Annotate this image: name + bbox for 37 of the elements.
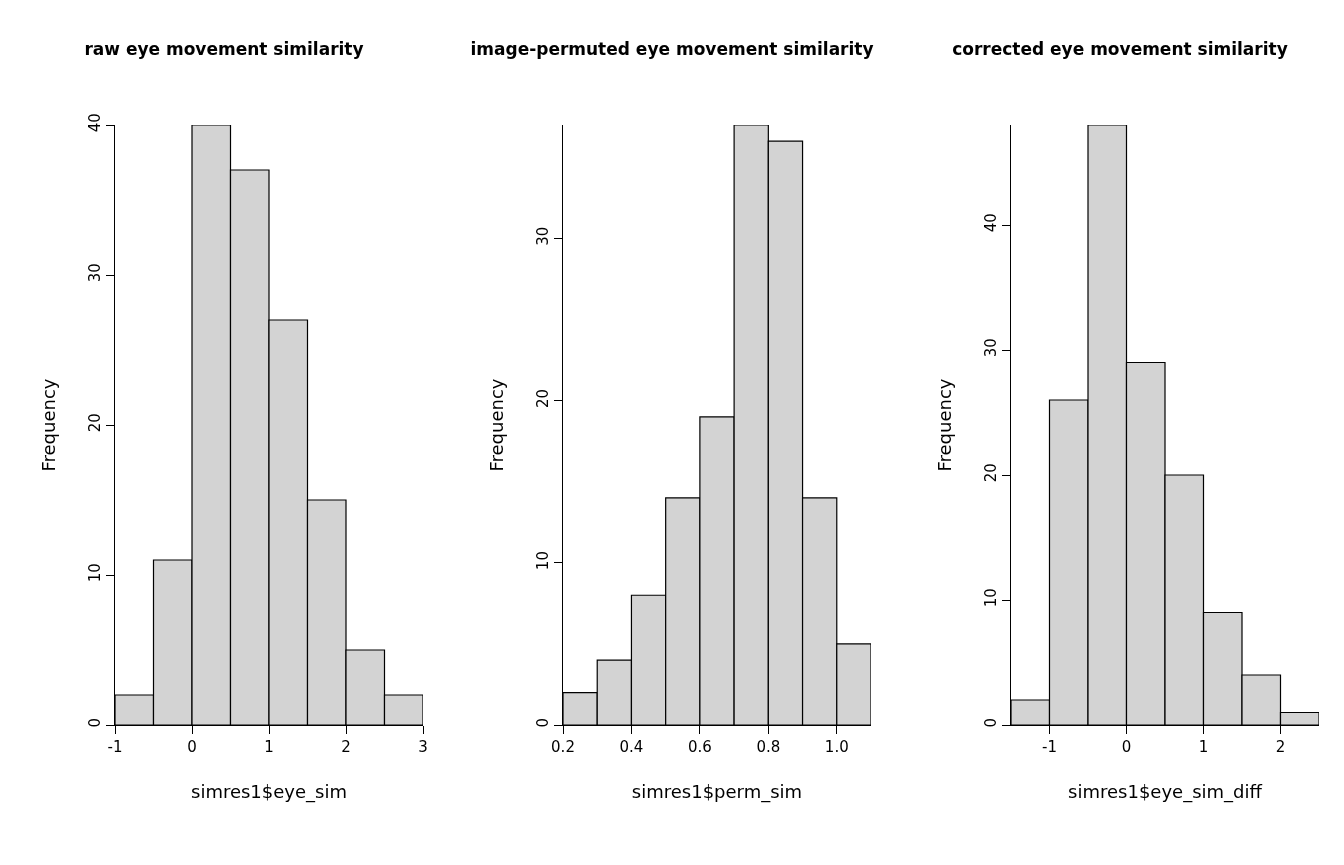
y-tick-label: 0 xyxy=(982,717,1000,728)
x-tick-label: 2 xyxy=(1275,738,1286,756)
x-tick-label: 0.4 xyxy=(619,738,644,756)
x-tick-label: 3 xyxy=(418,738,428,756)
x-tick-label: 0.6 xyxy=(687,738,712,756)
y-tick-label: 40 xyxy=(982,213,1000,233)
y-tick-label: 40 xyxy=(86,113,104,133)
x-tick-label: -1 xyxy=(1042,738,1057,756)
y-tick-label: 20 xyxy=(982,463,1000,483)
x-tick-label: 0.8 xyxy=(756,738,781,756)
y-tick-label: 30 xyxy=(534,226,552,246)
y-axis-title: Frequency xyxy=(38,378,60,472)
y-tick-label: 30 xyxy=(86,263,104,283)
y-tick-label: 10 xyxy=(534,551,552,571)
y-axis-title: Frequency xyxy=(934,378,956,472)
y-tick-label: 0 xyxy=(534,717,552,728)
y-tick-label: 30 xyxy=(982,338,1000,358)
y-tick-label: 10 xyxy=(86,563,104,583)
x-tick-label: 0.2 xyxy=(551,738,575,756)
x-axis-title: simres1$eye_sim xyxy=(191,781,347,804)
chart-title: raw eye movement similarity xyxy=(84,39,364,60)
y-tick-label: 20 xyxy=(534,388,552,408)
x-tick-label: 2 xyxy=(341,738,351,756)
y-tick-label: 0 xyxy=(86,717,104,728)
x-tick-label: 0 xyxy=(1121,738,1132,756)
chart-title: corrected eye movement similarity xyxy=(952,39,1288,60)
x-axis-title: simres1$eye_sim_diff xyxy=(1068,781,1263,804)
x-tick-label: 1.0 xyxy=(824,738,849,756)
x-axis-title: simres1$perm_sim xyxy=(631,781,803,804)
y-tick-label: 10 xyxy=(982,588,1000,608)
y-axis-title: Frequency xyxy=(486,378,508,472)
x-tick-label: 0 xyxy=(187,738,197,756)
chart-title: image-permuted eye movement similarity xyxy=(470,39,874,60)
y-tick-label: 20 xyxy=(86,413,104,433)
x-tick-label: 1 xyxy=(1198,738,1209,756)
x-tick-label: -1 xyxy=(107,738,123,756)
x-tick-label: 1 xyxy=(264,738,274,756)
